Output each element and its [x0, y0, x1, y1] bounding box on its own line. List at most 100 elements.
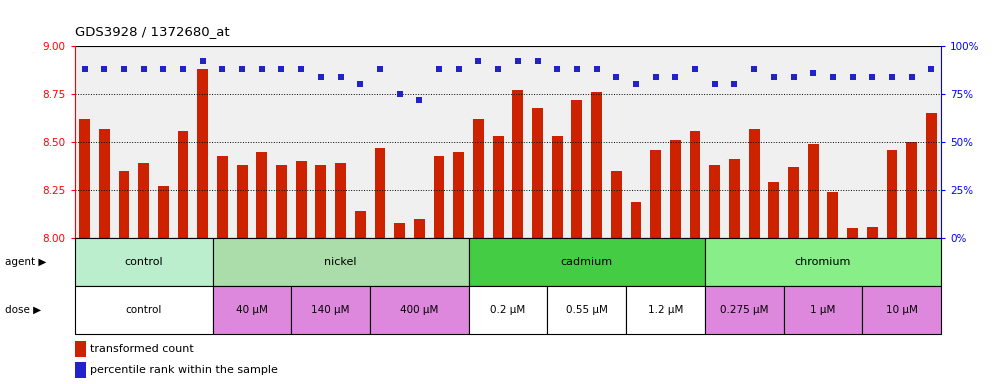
Text: nickel: nickel [325, 257, 357, 267]
Bar [468, 286, 548, 334]
Point [707, 81, 723, 88]
Point [786, 74, 802, 80]
Text: 10 μM: 10 μM [885, 305, 917, 315]
Point [510, 58, 526, 65]
Bar [371, 286, 468, 334]
Bar [532, 108, 543, 238]
Point [746, 66, 762, 72]
Point [589, 66, 605, 72]
Point [313, 74, 329, 80]
Bar [276, 165, 287, 238]
Point [77, 66, 93, 72]
Bar [749, 129, 760, 238]
Point [391, 91, 407, 97]
Bar [670, 140, 681, 238]
Point [845, 74, 861, 80]
Bar [848, 228, 858, 238]
Bar [335, 163, 346, 238]
Text: control: control [124, 257, 163, 267]
Bar [611, 171, 622, 238]
Bar [394, 223, 405, 238]
Bar [705, 286, 784, 334]
Bar [75, 341, 86, 357]
Bar [292, 286, 371, 334]
Text: agent ▶: agent ▶ [5, 257, 47, 267]
Bar [788, 167, 799, 238]
Bar [374, 148, 385, 238]
Text: dose ▶: dose ▶ [5, 305, 41, 315]
Bar [473, 119, 484, 238]
Bar [217, 156, 228, 238]
Text: control: control [125, 305, 161, 315]
Bar [828, 192, 839, 238]
Point [431, 66, 447, 72]
Bar [79, 119, 90, 238]
Point [766, 74, 782, 80]
Bar [468, 238, 705, 286]
Bar [453, 152, 464, 238]
Text: 140 μM: 140 μM [312, 305, 350, 315]
Point [333, 74, 349, 80]
Bar [414, 219, 424, 238]
Point [825, 74, 841, 80]
Text: 1.2 μM: 1.2 μM [647, 305, 683, 315]
Bar [626, 286, 705, 334]
Bar [296, 161, 307, 238]
Bar [433, 156, 444, 238]
Bar [650, 150, 661, 238]
Bar [886, 150, 897, 238]
Bar [863, 286, 941, 334]
Bar [867, 227, 877, 238]
Text: chromium: chromium [795, 257, 852, 267]
Text: 0.55 μM: 0.55 μM [566, 305, 608, 315]
Bar [75, 362, 86, 378]
Point [609, 74, 624, 80]
Bar [512, 90, 523, 238]
Text: 1 μM: 1 μM [811, 305, 836, 315]
Bar [572, 100, 583, 238]
Text: GDS3928 / 1372680_at: GDS3928 / 1372680_at [75, 25, 229, 38]
Bar [709, 165, 720, 238]
Point [530, 58, 546, 65]
Bar [212, 238, 468, 286]
Point [687, 66, 703, 72]
Bar [256, 152, 267, 238]
Text: 40 μM: 40 μM [236, 305, 268, 315]
Point [155, 66, 171, 72]
Point [805, 70, 821, 76]
Point [865, 74, 880, 80]
Point [628, 81, 644, 88]
Point [470, 58, 486, 65]
Bar [158, 186, 168, 238]
Point [451, 66, 467, 72]
Text: 0.2 μM: 0.2 μM [490, 305, 526, 315]
Bar [768, 182, 779, 238]
Point [903, 74, 919, 80]
Bar [212, 286, 292, 334]
Point [411, 97, 427, 103]
Bar [689, 131, 700, 238]
Bar [75, 286, 212, 334]
Bar [926, 113, 937, 238]
Bar [75, 238, 212, 286]
Bar [808, 144, 819, 238]
Text: cadmium: cadmium [561, 257, 613, 267]
Point [884, 74, 900, 80]
Text: 400 μM: 400 μM [400, 305, 438, 315]
Point [923, 66, 939, 72]
Bar [705, 238, 941, 286]
Bar [729, 159, 740, 238]
Bar [99, 129, 110, 238]
Bar [592, 92, 602, 238]
Point [490, 66, 506, 72]
Text: transformed count: transformed count [91, 344, 194, 354]
Point [353, 81, 369, 88]
Bar [197, 69, 208, 238]
Text: 0.275 μM: 0.275 μM [720, 305, 769, 315]
Bar [177, 131, 188, 238]
Bar [630, 202, 641, 238]
Bar [316, 165, 327, 238]
Point [274, 66, 290, 72]
Point [569, 66, 585, 72]
Point [293, 66, 309, 72]
